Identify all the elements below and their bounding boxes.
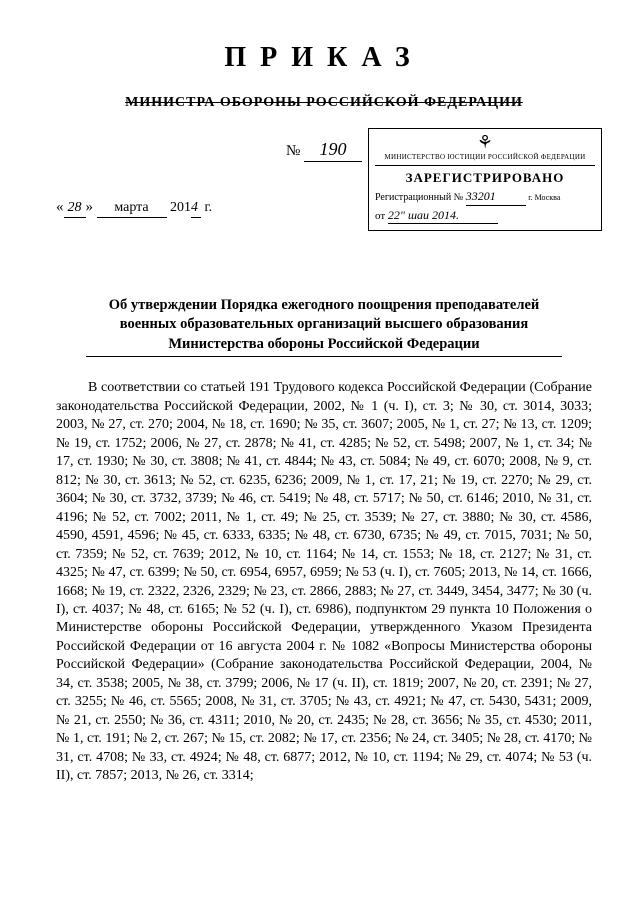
meta-row: № 190 ⚘ МИНИСТЕРСТВО ЮСТИЦИИ РОССИЙСКОЙ … xyxy=(56,132,592,162)
date-open-quote: « xyxy=(56,199,64,215)
stamp-ministry: МИНИСТЕРСТВО ЮСТИЦИИ РОССИЙСКОЙ ФЕДЕРАЦИ… xyxy=(375,153,595,166)
stamp-city: г. Москва xyxy=(528,193,560,202)
document-page: ПРИКАЗ МИНИСТРА ОБОРОНЫ РОССИЙСКОЙ ФЕДЕР… xyxy=(0,0,640,806)
decree-heading: Об утверждении Порядка ежегодного поощре… xyxy=(86,296,562,355)
stamp-from-row: от 22" шаи 2014. xyxy=(375,208,595,224)
stamp-regnum-value: 33201 xyxy=(466,189,526,205)
date-year-suffix: 4 xyxy=(191,199,201,218)
stamp-from-label: от xyxy=(375,210,385,222)
stamp-regnum-label: Регистрационный № xyxy=(375,192,463,203)
date-year-prefix: 201 xyxy=(170,200,191,215)
stamp-regnum-row: Регистрационный № 33201 г. Москва xyxy=(375,189,595,205)
stamp-registered: ЗАРЕГИСТРИРОВАНО xyxy=(375,170,595,187)
registration-stamp: ⚘ МИНИСТЕРСТВО ЮСТИЦИИ РОССИЙСКОЙ ФЕДЕРА… xyxy=(368,128,602,231)
document-title: ПРИКАЗ xyxy=(56,40,592,76)
stamp-from-value: 22" шаи 2014. xyxy=(388,208,498,224)
number-value: 190 xyxy=(304,138,362,162)
date-year-label: г. xyxy=(205,200,213,215)
date-month: марта xyxy=(97,199,167,218)
date-day: 28 xyxy=(64,199,86,218)
emblem-icon: ⚘ xyxy=(375,133,595,151)
date-close-quote: » xyxy=(86,199,94,215)
body-text: В соответствии со статьей 191 Трудового … xyxy=(56,379,592,785)
document-subtitle: МИНИСТРА ОБОРОНЫ РОССИЙСКОЙ ФЕДЕРАЦИИ xyxy=(56,94,592,112)
number-label: № xyxy=(286,143,300,159)
heading-rule xyxy=(86,356,562,357)
